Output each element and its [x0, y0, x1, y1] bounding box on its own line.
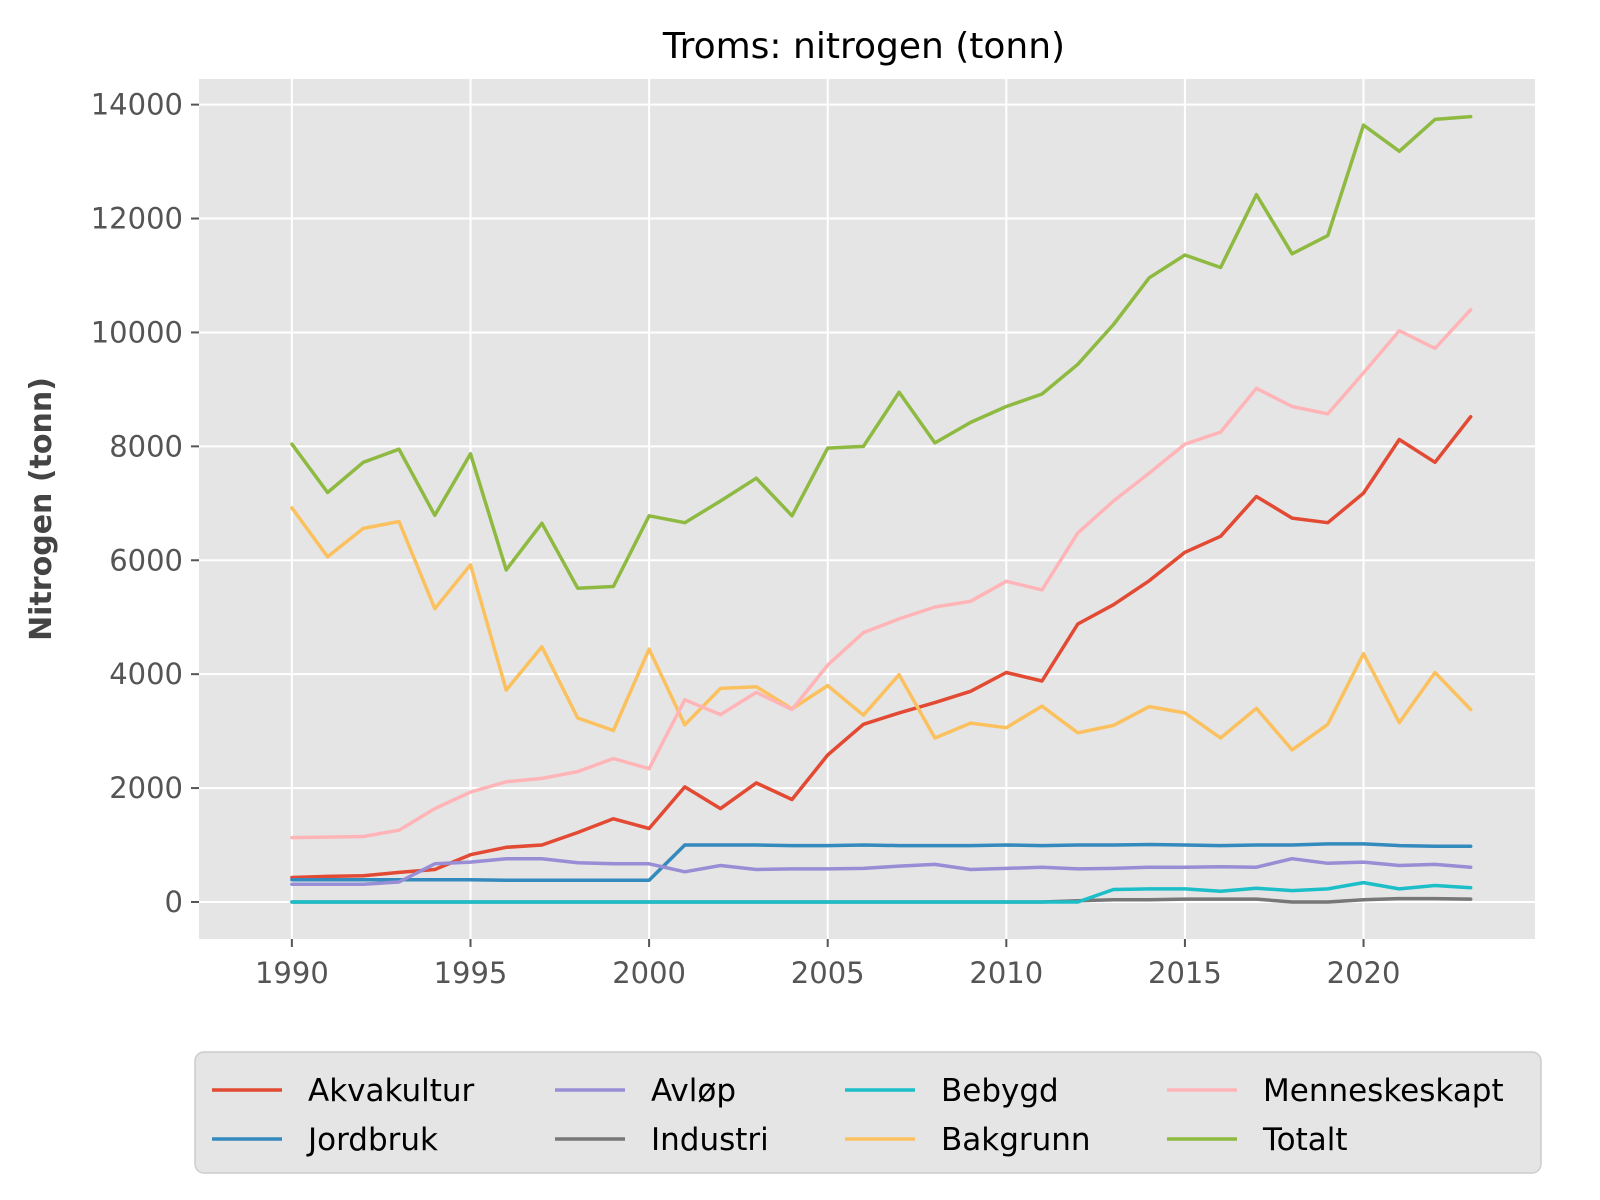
y-axis-label: Nitrogen (tonn) [24, 377, 59, 641]
y-tick-label: 4000 [109, 657, 183, 691]
series-line-totalt [290, 114, 1473, 590]
y-tick-label: 12000 [91, 202, 183, 236]
legend-box [194, 1051, 1542, 1174]
y-tick-label: 14000 [91, 88, 183, 122]
series-line-jordbruk [290, 842, 1473, 883]
x-tick-label: 2000 [612, 956, 686, 990]
legend-label: Bakgrunn [941, 1122, 1091, 1158]
legend-label: Menneskeskapt [1263, 1073, 1504, 1109]
chart-title: Troms: nitrogen (tonn) [662, 26, 1065, 67]
series-line-avl-p [290, 856, 1473, 887]
x-tick-label: 2015 [1148, 956, 1222, 990]
legend-label: Avløp [651, 1073, 736, 1109]
axis-ticks: 1990 1995 2000 2005 2010 2015 2020 0 2000 4000 600… [91, 88, 1401, 990]
series-line-menneskeskapt [290, 307, 1473, 840]
x-tick-label: 2020 [1327, 956, 1401, 990]
series-line-akvakultur [290, 414, 1473, 880]
plot-area [199, 79, 1535, 939]
x-tick-label: 2005 [791, 956, 865, 990]
legend: Akvakultur Jordbruk Avløp Industri Bebygd Bak… [194, 1051, 1542, 1174]
series-layer [290, 114, 1473, 904]
y-tick-label: 10000 [91, 315, 183, 349]
y-tick-label: 6000 [109, 543, 183, 577]
x-tick-label: 1995 [434, 956, 508, 990]
x-tick-label: 2010 [969, 956, 1043, 990]
legend-label: Jordbruk [306, 1122, 438, 1158]
series-line-bakgrunn [290, 506, 1473, 752]
legend-label: Industri [651, 1122, 769, 1158]
series-line-bebygd [290, 880, 1473, 904]
legend-label: Bebygd [941, 1073, 1059, 1109]
y-tick-label: 2000 [109, 771, 183, 805]
legend-label: Akvakultur [308, 1073, 475, 1109]
y-tick-label: 0 [165, 885, 183, 919]
grid [199, 79, 1535, 939]
x-tick-label: 1990 [255, 956, 329, 990]
legend-label: Totalt [1262, 1122, 1348, 1158]
y-tick-label: 8000 [109, 429, 183, 463]
